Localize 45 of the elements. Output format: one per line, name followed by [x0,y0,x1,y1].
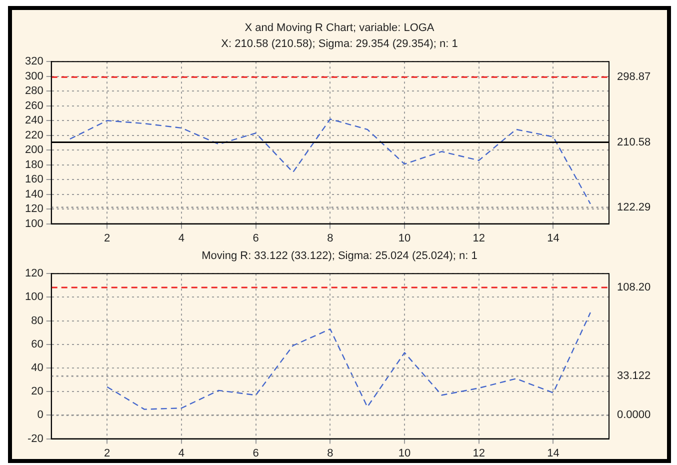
x-tick-label: 2 [104,447,110,460]
x-tick-label: 8 [327,232,334,244]
y-tick-label: 180 [24,158,44,171]
ref-line-label: 0.0000 [617,409,651,422]
ref-line-label: 210.58 [617,136,651,148]
x-tick-label: 6 [252,232,259,244]
y-tick-label: 200 [24,144,44,156]
y-tick-label: 140 [24,188,44,200]
y-tick-label: 100 [24,218,44,230]
ref-line-label: 122.29 [617,201,651,214]
y-tick-label: 160 [24,174,44,186]
y-tick-label: 220 [24,129,44,142]
y-tick-label: 0 [37,409,44,422]
chart-title: Moving R: 33.122 (33.122); Sigma: 25.024 (25.024); n: 1 [200,249,478,264]
ref-line-label: 108.20 [617,282,651,294]
y-tick-label: 60 [31,338,44,350]
x-tick-label: 10 [398,232,411,244]
y-tick-label: 40 [31,362,44,374]
x-tick-label: 8 [327,447,334,460]
x-tick-label: 2 [104,232,110,244]
x-tick-label: 14 [547,447,560,460]
y-tick-label: -20 [27,432,44,445]
y-tick-label: 260 [24,100,44,112]
x-tick-label: 4 [178,232,185,244]
y-tick-label: 100 [24,291,44,304]
y-tick-label: 280 [24,85,44,98]
chart-subtitle: X: 210.58 (210.58); Sigma: 29.354 (29.354); n: 1 [220,37,459,52]
y-tick-label: 300 [24,70,44,82]
ref-line-label: 33.122 [617,370,651,382]
y-tick-label: 20 [31,386,44,398]
x-tick-label: 6 [252,447,259,460]
x-tick-label: 4 [178,447,185,460]
line-series [106,312,592,410]
x-tick-label: 12 [472,447,486,460]
ref-line-label: 298.87 [617,71,651,84]
y-tick-label: 320 [24,56,44,68]
x-tick-label: 12 [472,232,486,244]
y-tick-label: 120 [24,268,44,280]
y-tick-label: 120 [24,203,44,216]
line-series [69,118,592,204]
x-tick-label: 14 [547,232,560,244]
x-tick-label: 10 [398,447,411,460]
y-tick-label: 240 [24,114,44,127]
chart-title: X and Moving R Chart; variable: LOGA [244,21,436,36]
y-tick-label: 80 [31,314,44,327]
